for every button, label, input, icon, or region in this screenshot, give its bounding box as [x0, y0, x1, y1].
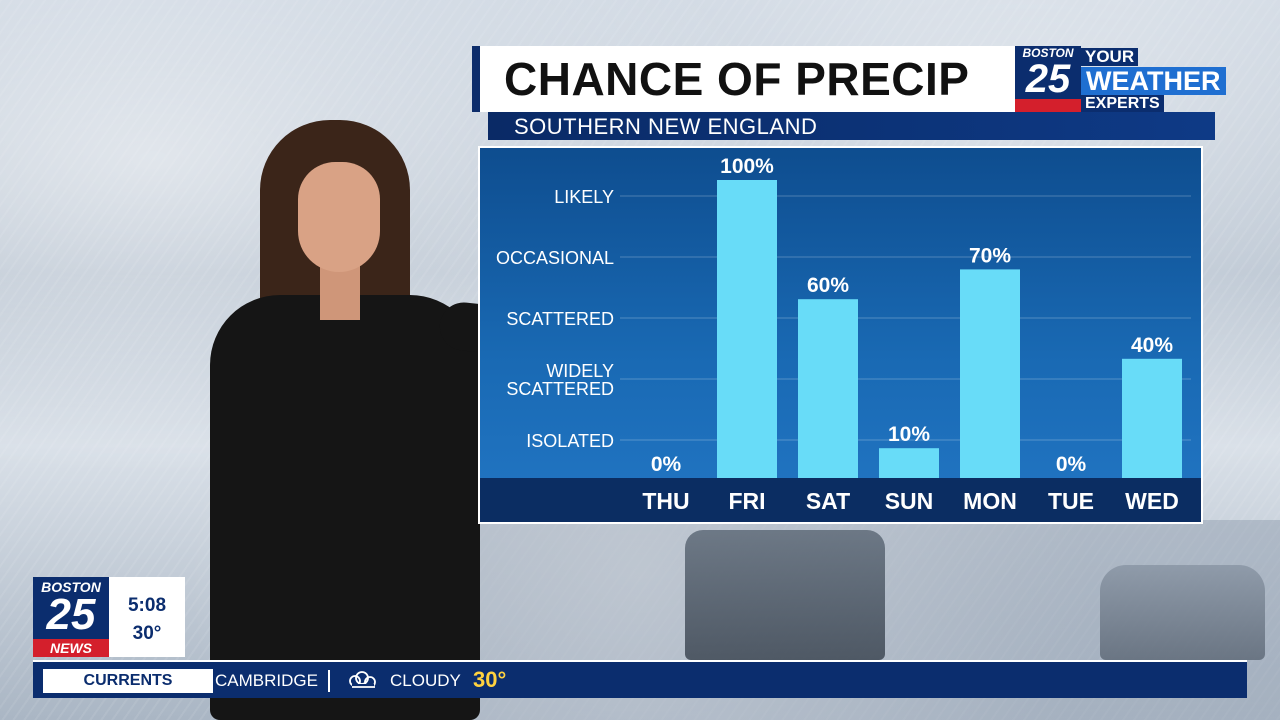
bar	[1122, 358, 1182, 478]
clock-time: 5:08	[127, 595, 167, 616]
bug-brand: NEWS	[33, 639, 109, 657]
chart-title: CHANCE OF PRECIP	[504, 53, 970, 105]
clock-temp: 30°	[132, 623, 162, 644]
x-tick-label: MON	[963, 488, 1017, 514]
data-label: 10%	[888, 423, 930, 446]
cloudy-icon	[349, 671, 376, 689]
bar	[717, 180, 777, 478]
x-axis-band	[480, 478, 1201, 522]
ticker-city: CAMBRIDGE	[215, 671, 318, 690]
data-label: 0%	[651, 453, 682, 476]
x-tick-label: SUN	[885, 488, 934, 514]
title-bar: CHANCE OF PRECIP	[472, 46, 1017, 112]
weather-experts-logo: BOSTON 25 YOUR WEATHER EXPERTS	[1015, 46, 1226, 112]
x-tick-label: FRI	[728, 488, 765, 514]
x-tick-label: TUE	[1048, 488, 1094, 514]
y-level-label: SCATTERED	[506, 309, 614, 329]
y-level-label: WIDELY SCATTERED	[506, 361, 614, 399]
chart-subtitle: SOUTHERN NEW ENGLAND	[514, 114, 818, 139]
x-tick-label: THU	[642, 488, 689, 514]
time-temp-box: 5:08 30°	[109, 577, 185, 657]
ticker-temp: 30°	[473, 667, 507, 692]
data-label: 70%	[969, 244, 1011, 267]
data-label: 100%	[720, 155, 774, 178]
logo-experts: EXPERTS	[1081, 95, 1164, 112]
logo-city: BOSTON	[1015, 46, 1081, 60]
y-level-label: OCCASIONAL	[496, 248, 614, 268]
news-logo: BOSTON 25 NEWS	[33, 577, 109, 657]
data-label: 40%	[1131, 334, 1173, 357]
logo-your: YOUR	[1081, 48, 1139, 66]
ticker-condition: CLOUDY	[390, 671, 461, 690]
weather-ticker: CURRENTS CAMBRIDGE CLOUDY 30°	[33, 660, 1247, 698]
data-label: 0%	[1056, 453, 1087, 476]
x-tick-label: SAT	[806, 488, 850, 514]
logo-red-stripe	[1015, 99, 1081, 112]
station-bug: BOSTON 25 NEWS 5:08 30°	[33, 577, 185, 657]
ticker-divider	[328, 670, 330, 692]
car-image	[1100, 565, 1265, 660]
y-level-label: LIKELY	[554, 187, 614, 207]
x-tick-label: WED	[1125, 488, 1179, 514]
y-level-label: ISOLATED	[526, 431, 614, 451]
bug-channel: 25	[46, 590, 96, 639]
subtitle-bar: SOUTHERN NEW ENGLAND	[488, 112, 1215, 140]
precip-chart: ISOLATED WIDELY SCATTERED SCATTERED OCCASION…	[480, 155, 1201, 522]
precip-chart-panel: ISOLATED WIDELY SCATTERED SCATTERED OCCASION…	[478, 146, 1203, 524]
logo-weather: WEATHER	[1081, 67, 1226, 95]
truck-image	[685, 530, 885, 660]
logo-channel: 25	[1015, 59, 1081, 99]
ticker-label: CURRENTS	[43, 669, 213, 693]
data-label: 60%	[807, 274, 849, 297]
bar	[798, 299, 858, 478]
bug-city: BOSTON	[41, 579, 101, 595]
bar	[879, 448, 939, 478]
presenter-figure	[190, 120, 794, 720]
bar	[960, 269, 1020, 478]
